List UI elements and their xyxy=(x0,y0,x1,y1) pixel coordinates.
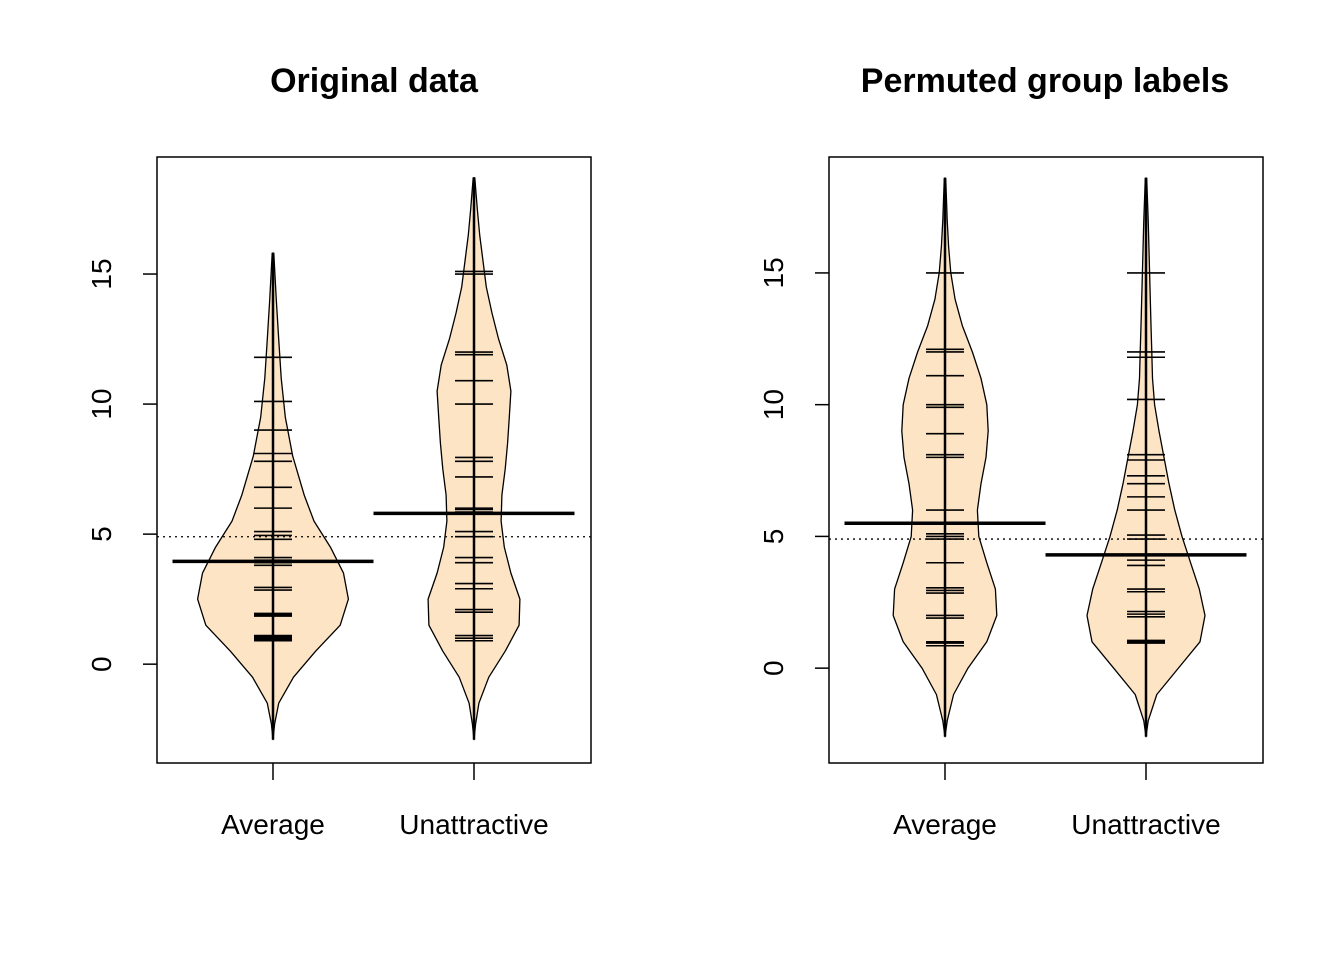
plot-area: 0 5 10 15 xyxy=(86,156,592,780)
bean-average xyxy=(892,177,998,738)
y-tick-label: 10 xyxy=(758,389,789,420)
plot-frame xyxy=(828,156,1264,764)
plot-frame xyxy=(156,156,592,764)
y-tick-label: 10 xyxy=(86,389,117,420)
panel-title: Permuted group labels xyxy=(861,62,1229,100)
category-label-average: Average xyxy=(221,809,325,840)
y-tick-label: 0 xyxy=(758,660,789,676)
panel-permuted-group-labels: Permuted group labels 0 5 10 15 Average Una… xyxy=(758,62,1264,840)
category-label-average: Average xyxy=(893,809,997,840)
y-tick-label: 15 xyxy=(758,257,789,288)
panel-title: Original data xyxy=(270,62,479,100)
y-tick-label: 5 xyxy=(758,529,789,545)
category-label-unattractive: Unattractive xyxy=(399,809,548,840)
y-tick-label: 15 xyxy=(86,258,117,289)
panel-original-data: Original data 0 5 10 15 Average Unattractiv… xyxy=(86,62,592,840)
category-label-unattractive: Unattractive xyxy=(1071,809,1220,840)
bean-unattractive xyxy=(1086,177,1206,738)
bean-average xyxy=(196,252,350,741)
y-tick-label: 5 xyxy=(86,526,117,542)
y-tick-label: 0 xyxy=(86,656,117,672)
bean-unattractive xyxy=(427,177,521,741)
plot-area: 0 5 10 15 xyxy=(758,156,1264,780)
